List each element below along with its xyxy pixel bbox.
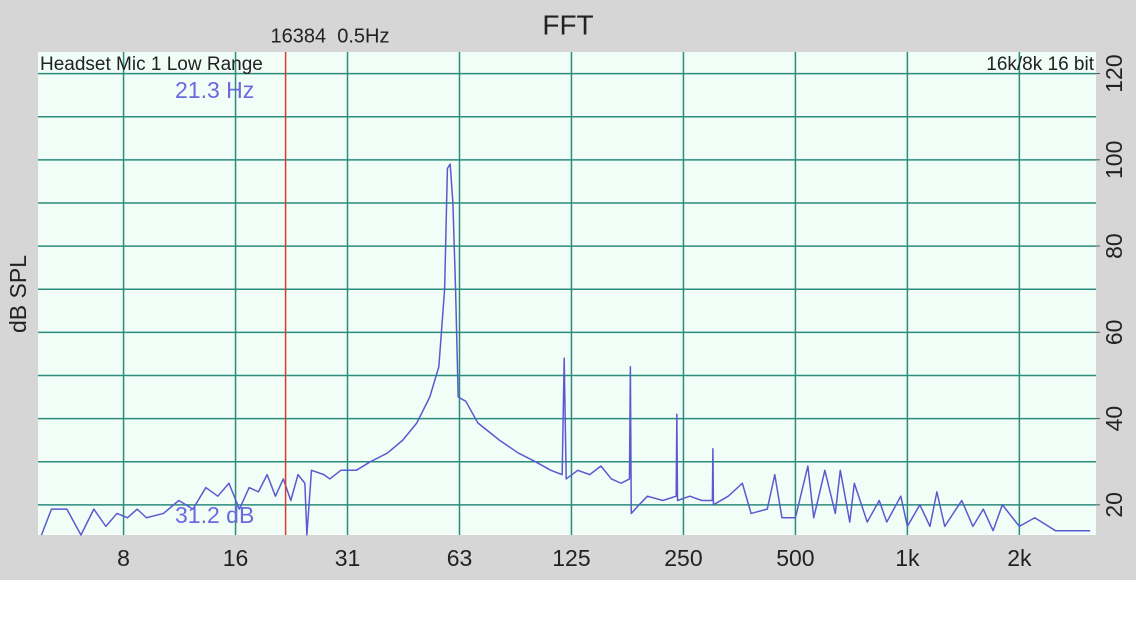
y-tick-label: 100 [1101, 141, 1127, 179]
cursor-freq-label: 21.3 Hz [175, 77, 254, 103]
marks [40, 52, 1091, 536]
x-tick-label: 8 [117, 545, 130, 571]
y-tick-label: 120 [1101, 54, 1127, 92]
spectrum-line [40, 163, 1091, 536]
chart-title: FFT [542, 9, 593, 40]
y-tick-label: 80 [1101, 233, 1127, 259]
source-label: Headset Mic 1 Low Range [40, 54, 263, 75]
x-tick-label: 63 [447, 545, 473, 571]
x-tick-label: 250 [664, 545, 702, 571]
cursor-level-label: 31.2 dB [175, 502, 254, 528]
plot-area [38, 52, 1096, 535]
y-axis-label: dB SPL [5, 255, 31, 333]
x-tick-label: 16 [223, 545, 249, 571]
y-tick-label: 60 [1101, 320, 1127, 346]
x-tick-label: 1k [895, 545, 920, 571]
x-tick-label: 2k [1007, 545, 1032, 571]
x-tick-label: 31 [335, 545, 361, 571]
subtitle: 16384 0.5Hz [271, 25, 390, 47]
x-tick-label: 125 [552, 545, 590, 571]
grid [38, 52, 1096, 535]
y-tick-label: 20 [1101, 492, 1127, 518]
y-tick-label: 40 [1101, 406, 1127, 432]
x-tick-label: 500 [776, 545, 814, 571]
format-label: 16k/8k 16 bit [986, 54, 1094, 75]
